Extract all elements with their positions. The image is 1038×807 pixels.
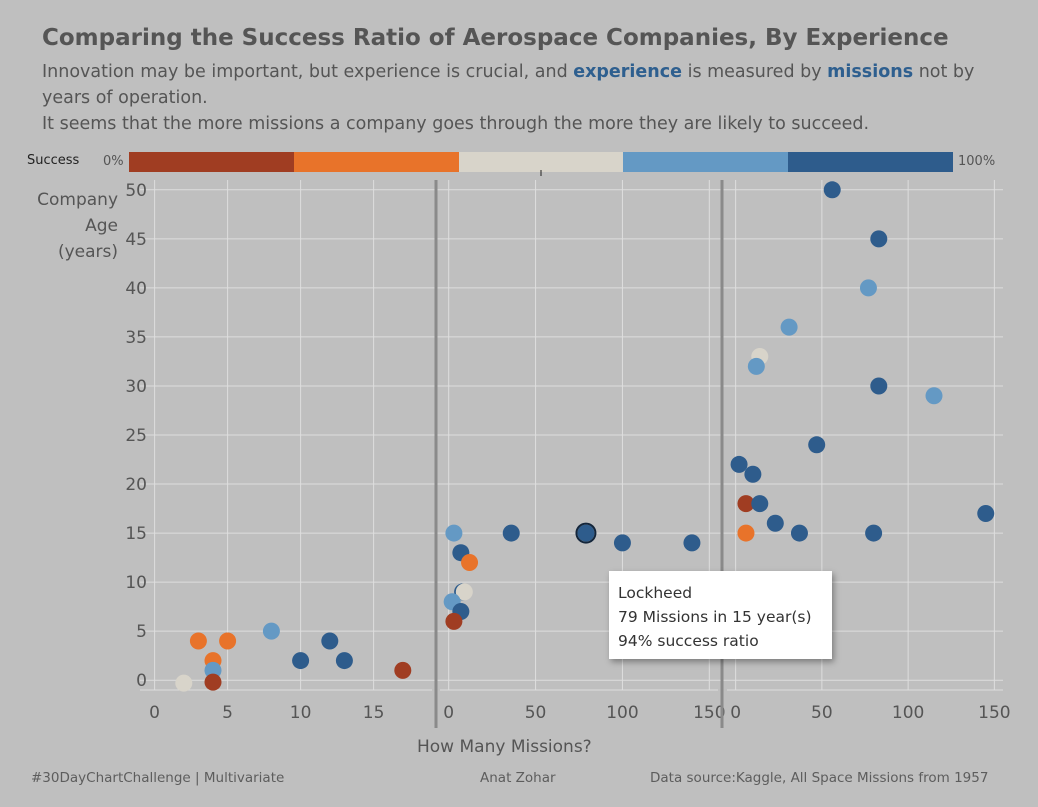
legend-swatch-1: [293, 152, 459, 172]
data-point[interactable]: [219, 632, 237, 650]
subtitle-keyword-missions: missions: [827, 62, 914, 82]
data-point[interactable]: [870, 377, 888, 395]
data-point[interactable]: [859, 279, 877, 297]
y-axis-title: Company Age (years): [37, 190, 118, 262]
data-point[interactable]: [790, 524, 808, 542]
legend-swatch-4: [788, 152, 953, 172]
y-tick-label: 5: [136, 622, 147, 642]
legend-label: Success: [27, 153, 80, 168]
data-point[interactable]: [865, 524, 883, 542]
data-point[interactable]: [335, 652, 353, 670]
data-point[interactable]: [445, 524, 463, 542]
y-tick-label: 10: [125, 573, 147, 593]
subtitle-text-2: is measured by: [682, 62, 828, 82]
data-point[interactable]: [737, 524, 755, 542]
data-point[interactable]: [292, 652, 310, 670]
legend-swatch-2: [458, 152, 624, 172]
y-tick-label: 40: [125, 279, 147, 299]
x-tick-label: 50: [525, 703, 547, 723]
y-tick-label: 50: [125, 181, 147, 201]
legend-swatch-3: [623, 152, 789, 172]
legend-min-label: 0%: [103, 154, 124, 169]
legend-swatch-0: [129, 152, 294, 172]
legend-max-label: 100%: [958, 154, 996, 169]
subtitle-text-line2: It seems that the more missions a compan…: [42, 114, 870, 134]
data-point[interactable]: [189, 632, 207, 650]
y-tick-label: 20: [125, 475, 147, 495]
y-tick-label: 25: [125, 426, 147, 446]
x-tick-label: 150: [693, 703, 725, 723]
y-tick-label: 35: [125, 328, 147, 348]
data-point[interactable]: [175, 674, 193, 692]
success-color-legend[interactable]: [129, 152, 953, 172]
x-tick-label: 10: [290, 703, 312, 723]
data-point[interactable]: [766, 514, 784, 532]
data-point[interactable]: [870, 230, 888, 248]
data-point[interactable]: [744, 465, 762, 483]
x-tick-label: 100: [892, 703, 924, 723]
subtitle-text-1: Innovation may be important, but experie…: [42, 62, 574, 82]
y-tick-label: 45: [125, 230, 147, 250]
x-tick-label: 50: [811, 703, 833, 723]
x-tick-label: 0: [149, 703, 160, 723]
highlight-ring: [575, 522, 597, 544]
data-point[interactable]: [808, 436, 826, 454]
data-point[interactable]: [613, 534, 631, 552]
data-point[interactable]: [204, 661, 222, 679]
data-point[interactable]: [502, 524, 520, 542]
footer-author: Anat Zohar: [480, 770, 556, 786]
x-tick-label: 150: [978, 703, 1010, 723]
data-point[interactable]: [780, 318, 798, 336]
data-point[interactable]: [751, 495, 769, 513]
x-tick-label: 5: [222, 703, 233, 723]
data-point[interactable]: [577, 524, 595, 542]
tooltip-company: Lockheed: [618, 584, 693, 602]
data-point[interactable]: [321, 632, 339, 650]
data-point[interactable]: [747, 357, 765, 375]
data-point[interactable]: [394, 661, 412, 679]
data-point[interactable]: [925, 387, 943, 405]
subtitle-text-3: not by years of operation.: [42, 62, 975, 108]
y-tick-label: 30: [125, 377, 147, 397]
chart-subtitle: Innovation may be important, but experie…: [42, 59, 1002, 137]
data-point[interactable]: [455, 583, 473, 601]
footer-hashtag: #30DayChartChallenge | Multivariate: [31, 770, 285, 786]
data-point[interactable]: [730, 455, 748, 473]
data-point[interactable]: [823, 181, 841, 199]
tooltip-success: 94% success ratio: [618, 632, 759, 650]
data-point[interactable]: [683, 534, 701, 552]
x-tick-label: 0: [443, 703, 454, 723]
data-point[interactable]: [204, 673, 222, 691]
tooltip-missions: 79 Missions in 15 year(s): [618, 608, 812, 626]
y-tick-label: 0: [136, 671, 147, 691]
data-point[interactable]: [737, 495, 755, 513]
x-tick-label: 0: [730, 703, 741, 723]
chart-title: Comparing the Success Ratio of Aerospace…: [42, 25, 949, 51]
data-point[interactable]: [445, 612, 463, 630]
data-point[interactable]: [977, 504, 995, 522]
subtitle-keyword-experience: experience: [573, 62, 683, 82]
x-tick-label: 100: [606, 703, 638, 723]
x-axis-title: How Many Missions?: [417, 737, 592, 757]
x-tick-label: 15: [363, 703, 385, 723]
y-tick-label: 15: [125, 524, 147, 544]
data-point[interactable]: [461, 554, 479, 571]
tooltip: Lockheed 79 Missions in 15 year(s) 94% s…: [609, 571, 832, 659]
data-point[interactable]: [262, 622, 280, 640]
footer-source: Data source:Kaggle, All Space Missions f…: [650, 770, 989, 786]
